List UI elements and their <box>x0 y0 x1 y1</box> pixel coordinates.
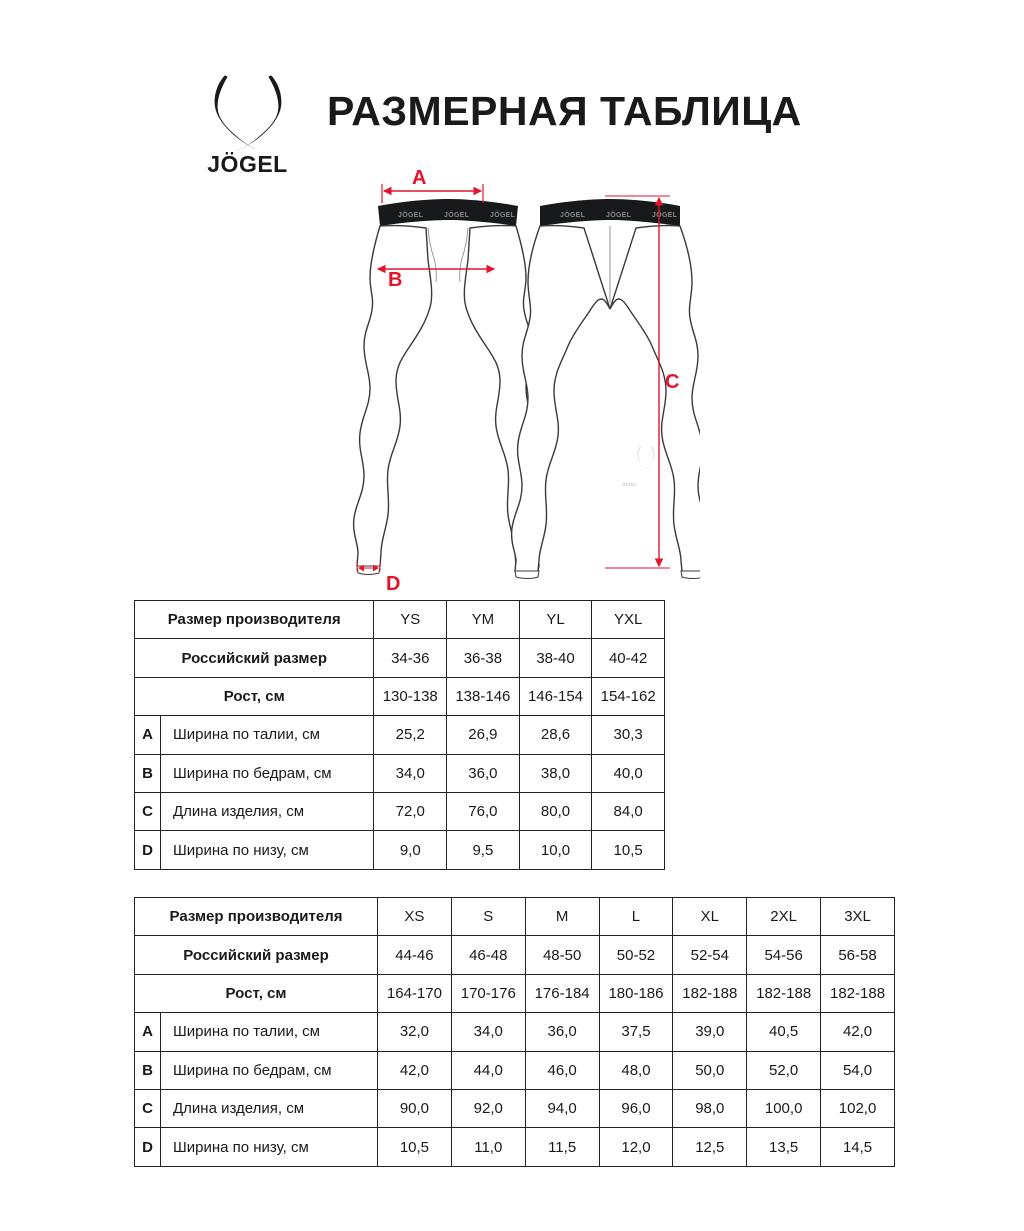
svg-text:B: B <box>388 269 402 291</box>
svg-text:JÖGEL: JÖGEL <box>444 210 470 219</box>
svg-text:JÖGEL: JÖGEL <box>560 210 586 219</box>
svg-text:JÖGEL: JÖGEL <box>652 210 678 219</box>
svg-text:D: D <box>386 573 400 595</box>
svg-text:C: C <box>665 371 679 393</box>
svg-text:JÖGEL: JÖGEL <box>621 481 637 487</box>
svg-text:JÖGEL: JÖGEL <box>398 210 424 219</box>
svg-text:JÖGEL: JÖGEL <box>606 210 632 219</box>
svg-text:JÖGEL: JÖGEL <box>490 210 516 219</box>
svg-text:A: A <box>412 168 426 189</box>
